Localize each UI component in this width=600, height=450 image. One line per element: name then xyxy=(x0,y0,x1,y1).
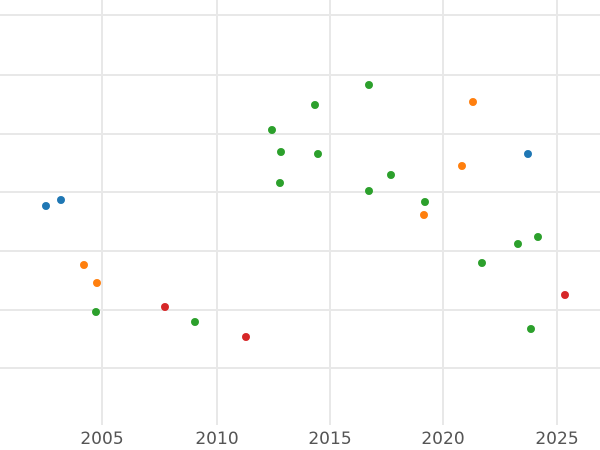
scatter-point-green xyxy=(527,325,535,333)
scatter-point-green xyxy=(387,171,395,179)
scatter-point-orange xyxy=(458,162,466,170)
x-tick-label: 2005 xyxy=(80,429,124,449)
x-tick-label: 2020 xyxy=(421,429,465,449)
scatter-point-orange xyxy=(469,98,477,106)
scatter-point-green xyxy=(314,150,322,158)
scatter-point-orange xyxy=(80,261,88,269)
scatter-point-orange xyxy=(93,279,101,287)
horizontal-gridline xyxy=(0,133,600,135)
scatter-point-green xyxy=(365,187,373,195)
vertical-gridline xyxy=(101,0,103,425)
horizontal-gridline xyxy=(0,250,600,252)
scatter-point-blue xyxy=(57,196,65,204)
x-tick-label: 2015 xyxy=(308,429,352,449)
vertical-gridline xyxy=(329,0,331,425)
scatter-point-green xyxy=(514,240,522,248)
horizontal-gridline xyxy=(0,74,600,76)
scatter-point-red xyxy=(242,333,250,341)
scatter-point-green xyxy=(534,233,542,241)
x-tick-label: 2025 xyxy=(535,429,579,449)
horizontal-gridline xyxy=(0,309,600,311)
scatter-point-green xyxy=(478,259,486,267)
scatter-point-blue xyxy=(42,202,50,210)
scatter-point-red xyxy=(561,291,569,299)
scatter-point-green xyxy=(421,198,429,206)
vertical-gridline xyxy=(556,0,558,425)
x-tick-label: 2010 xyxy=(195,429,239,449)
horizontal-gridline xyxy=(0,14,600,16)
horizontal-gridline xyxy=(0,191,600,193)
vertical-gridline xyxy=(442,0,444,425)
vertical-gridline xyxy=(216,0,218,425)
scatter-point-orange xyxy=(420,211,428,219)
scatter-point-green xyxy=(268,126,276,134)
scatter-point-blue xyxy=(524,150,532,158)
scatter-point-green xyxy=(191,318,199,326)
scatter-point-green xyxy=(276,179,284,187)
scatter-point-green xyxy=(311,101,319,109)
scatter-point-green xyxy=(277,148,285,156)
scatter-point-green xyxy=(365,81,373,89)
horizontal-gridline xyxy=(0,367,600,369)
scatter-point-green xyxy=(92,308,100,316)
scatter-point-red xyxy=(161,303,169,311)
